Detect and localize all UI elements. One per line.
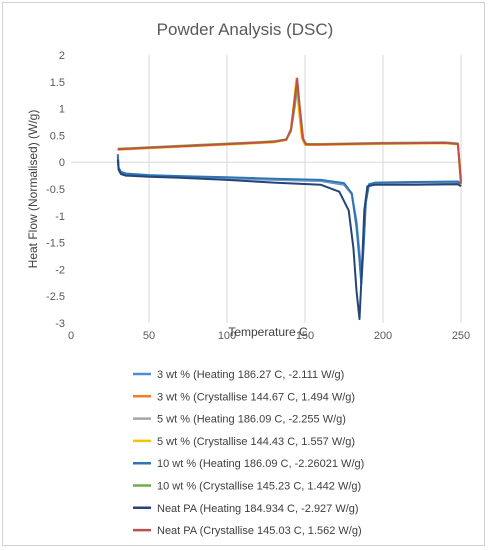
y-tick-label: 2 bbox=[59, 50, 65, 62]
x-tick-label: 0 bbox=[68, 330, 74, 342]
series-line-1 bbox=[116, 156, 462, 277]
legend-item: 3 wt % (Heating 186.27 C, -2.111 W/g) bbox=[133, 369, 344, 381]
legend-label: Neat PA (Heating 184.934 C, -2.927 W/g) bbox=[157, 503, 359, 515]
x-tick-label: 200 bbox=[374, 330, 392, 342]
y-tick-label: -2 bbox=[55, 264, 65, 276]
y-tick-label: -2.5 bbox=[46, 291, 65, 303]
legend-label: 10 wt % (Crystallise 145.23 C, 1.442 W/g… bbox=[157, 481, 361, 493]
y-tick-label: 0.5 bbox=[50, 130, 65, 142]
y-tick-label: -3 bbox=[55, 318, 65, 330]
legend-label: 3 wt % (Crystallise 144.67 C, 1.494 W/g) bbox=[157, 391, 355, 403]
chart-title: Powder Analysis (DSC) bbox=[157, 20, 334, 39]
y-tick-label: -0.5 bbox=[46, 184, 65, 196]
y-tick-label: 1.5 bbox=[50, 77, 65, 89]
y-tick-label: -1.5 bbox=[46, 238, 65, 250]
x-tick-label: 150 bbox=[296, 330, 314, 342]
series-layer bbox=[116, 77, 462, 321]
legend-item: 5 wt % (Heating 186.09 C, -2.255 W/g) bbox=[133, 414, 346, 426]
legend-item: 10 wt % (Heating 186.09 C, -2.26021 W/g) bbox=[133, 458, 364, 470]
x-tick-label: 250 bbox=[452, 330, 470, 342]
y-tick-label: 1 bbox=[59, 104, 65, 116]
legend-item: 5 wt % (Crystallise 144.43 C, 1.557 W/g) bbox=[133, 436, 355, 448]
tick-layer: 0 50 100 150 200 250 2 1.5 1 0.5 0 -0.5 -1 -1.5 -2 -2.5… bbox=[46, 50, 470, 342]
legend-label: 5 wt % (Heating 186.09 C, -2.255 W/g) bbox=[157, 414, 346, 426]
legend: 3 wt % (Heating 186.27 C, -2.111 W/g) 3 w… bbox=[133, 369, 364, 537]
y-tick-label: -1 bbox=[55, 211, 65, 223]
y-axis-title: Heat Flow (Normalised) (W/g) bbox=[26, 110, 40, 269]
legend-label: 5 wt % (Crystallise 144.43 C, 1.557 W/g) bbox=[157, 436, 355, 448]
grid-layer bbox=[71, 55, 462, 323]
x-tick-label: 100 bbox=[218, 330, 236, 342]
x-axis-title: Temperature C bbox=[228, 325, 308, 339]
legend-item: Neat PA (Heating 184.934 C, -2.927 W/g) bbox=[133, 503, 359, 515]
dsc-chart: Powder Analysis (DSC) 0 50 100 150 200 250 2 1.… bbox=[26, 20, 470, 537]
legend-label: Neat PA (Crystallise 145.03 C, 1.562 W/g… bbox=[157, 525, 362, 537]
legend-item: 3 wt % (Crystallise 144.67 C, 1.494 W/g) bbox=[133, 391, 355, 403]
legend-item: 10 wt % (Crystallise 145.23 C, 1.442 W/g… bbox=[133, 481, 361, 493]
chart-frame: Powder Analysis (DSC) 0 50 100 150 200 250 2 1.… bbox=[2, 2, 485, 546]
series-line-8 bbox=[117, 77, 462, 184]
y-tick-label: 0 bbox=[59, 157, 65, 169]
legend-label: 10 wt % (Heating 186.09 C, -2.26021 W/g) bbox=[157, 458, 364, 470]
x-tick-label: 50 bbox=[143, 330, 155, 342]
series-line-5 bbox=[116, 154, 462, 285]
legend-label: 3 wt % (Heating 186.27 C, -2.111 W/g) bbox=[157, 369, 344, 381]
legend-item: Neat PA (Crystallise 145.03 C, 1.562 W/g… bbox=[133, 525, 362, 537]
series-line-7 bbox=[116, 159, 462, 321]
